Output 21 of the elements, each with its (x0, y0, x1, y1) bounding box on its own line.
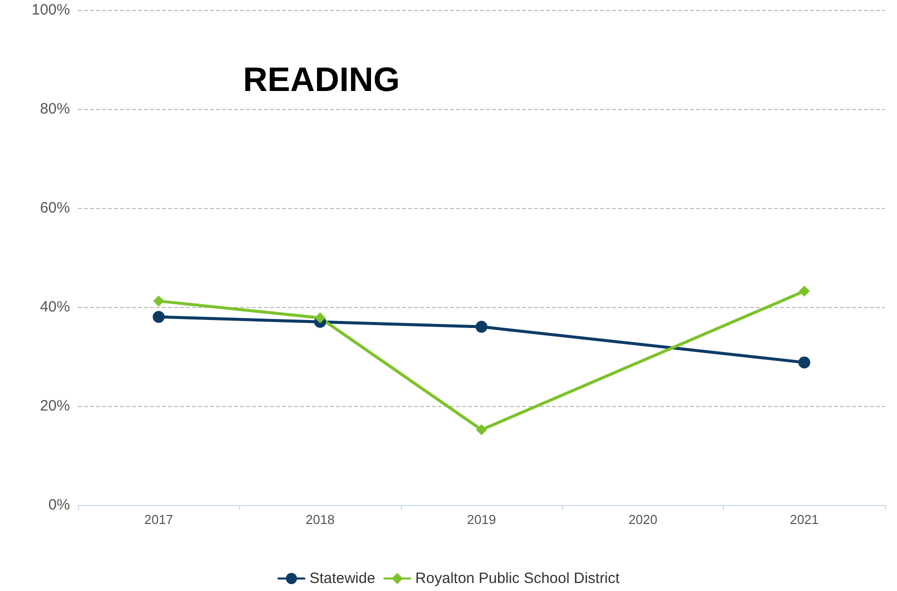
x-tick-label: 2020 (628, 512, 658, 527)
y-tick-label: 80% (40, 100, 70, 118)
point (152, 310, 165, 323)
point (476, 320, 488, 333)
point (153, 296, 164, 307)
y-tick-label: 40% (40, 298, 70, 316)
y-tick-label: 0% (48, 496, 70, 514)
x-tick-label: 2019 (467, 512, 496, 527)
point (798, 356, 810, 368)
text: READING (243, 61, 400, 99)
point (798, 286, 810, 297)
x-tick-label: 2021 (790, 512, 819, 527)
legend-label: Royalton Public School District (415, 570, 620, 587)
legend-label: Statewide (309, 570, 376, 587)
point (314, 312, 326, 324)
y-tick-label: 60% (40, 200, 70, 216)
y-tick-label: 20% (40, 398, 70, 414)
y-tick-label: 100% (32, 2, 70, 18)
x-tick-label: 2018 (306, 512, 335, 527)
x-tick-label: 2017 (144, 512, 174, 527)
point (476, 424, 487, 436)
